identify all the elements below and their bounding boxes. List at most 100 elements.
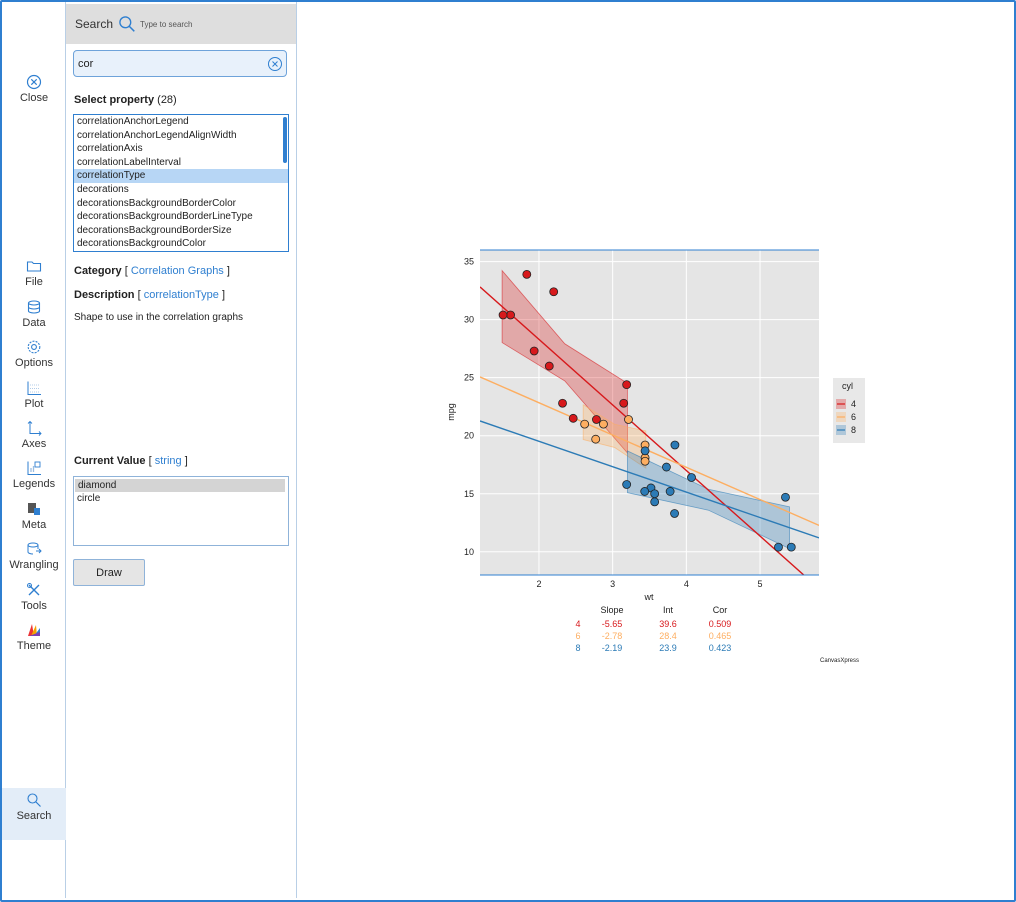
y-tick-label: 30 [464,315,474,325]
description-link[interactable]: correlationType [143,289,219,301]
stats-cell: -2.78 [602,631,623,641]
list-item-selected[interactable]: correlationType [74,169,288,183]
data-points [498,269,796,552]
plot-button[interactable]: Plot [2,380,66,410]
y-axis-label: mpg [446,403,456,421]
legend-icon [27,461,41,475]
legend-label-4: 4 [851,399,856,409]
stats-cell: -5.65 [602,619,623,629]
x-tick-label: 5 [758,579,763,589]
regression-line-8 [480,420,819,539]
y-tick-label: 20 [464,431,474,441]
y-tick-label: 35 [464,257,474,267]
select-property-label: Select property (28) [74,94,177,106]
data-point-6 [591,434,601,444]
close-button[interactable]: Close [2,74,66,104]
y-tick-label: 10 [464,547,474,557]
legend-label-6: 6 [851,412,856,422]
legend-label-8: 8 [851,425,856,435]
list-item[interactable]: decorationsBackgroundBorderLineType [77,211,253,223]
wrangling-button[interactable]: Wrangling [2,541,66,571]
meta-button[interactable]: Meta [2,501,66,531]
category-label: Category [74,265,122,277]
current-value-label: Current Value [74,455,146,467]
stats-table: Slope Int Cor 4 -5.65 39.6 0.509 6 -2.78 28.4 0.46… [575,605,731,653]
x-tick-label: 4 [684,579,689,589]
data-button[interactable]: Data [2,299,66,329]
file-button[interactable]: File [2,258,66,288]
tools-label: Tools [21,600,47,612]
stats-header: Cor [713,605,728,615]
legend: cyl 4 6 8 [833,378,865,443]
meta-label: Meta [21,519,47,531]
stats-cell: 0.509 [709,619,732,629]
panel-hint: Type to search [140,19,193,29]
theme-button[interactable]: Theme [2,622,66,652]
stats-cell: 0.465 [709,631,732,641]
stats-cell: -2.19 [602,643,623,653]
x-tick-label: 3 [610,579,615,589]
scatter-chart: 2 3 4 5 10 15 20 25 30 35 wt mpg cyl 4 6 8 Slope Int… [446,249,865,664]
current-value-type[interactable]: string [154,455,182,467]
property-list-scrollbar[interactable] [283,117,287,163]
data-point-8 [687,473,696,482]
property-search-input[interactable] [73,50,287,77]
data-point-8 [781,492,790,502]
data-point-4 [506,310,515,320]
list-item[interactable]: correlationAnchorLegendAlignWidth [77,129,237,141]
plot-label: Plot [24,398,44,410]
value-item-selected[interactable]: diamond [75,479,285,492]
tools-button[interactable]: Tools [2,582,66,612]
list-item[interactable]: correlationAnchorLegend [77,116,189,127]
data-point-8 [662,462,671,472]
data-point-4 [544,361,554,371]
data-point-8 [665,487,675,496]
property-list[interactable]: correlationAnchorLegend correlationAncho… [73,114,289,252]
data-point-4 [549,287,559,297]
legend-title: cyl [842,381,853,391]
options-button[interactable]: Options [2,339,66,369]
data-point-8 [774,542,783,552]
draw-button[interactable]: Draw [73,559,145,586]
legends-button[interactable]: Legends [2,460,66,490]
tools-icon [27,583,40,596]
select-property-text: Select property [74,94,155,106]
data-point-4 [592,415,601,424]
axes-button[interactable]: Axes [2,420,66,450]
category-link[interactable]: Correlation Graphs [130,265,224,277]
list-item[interactable]: correlationLabelInterval [77,156,181,168]
stats-cell: 39.6 [659,619,677,629]
stats-cell: 23.9 [659,643,677,653]
wrangling-icon [27,542,42,555]
stats-header: Int [663,605,674,615]
plot-area [480,250,819,575]
list-item[interactable]: decorationsBackgroundBorderColor [77,197,236,209]
regression-line-4 [480,286,805,575]
gear-icon [27,340,41,354]
data-point-6 [624,415,633,424]
search-tool-button[interactable]: Search [2,788,66,840]
data-point-4 [522,269,532,279]
axes-icon [27,420,42,436]
file-label: File [25,276,43,288]
data-point-6 [640,456,650,466]
clear-search-icon[interactable] [267,56,283,72]
stats-cell: 28.4 [659,631,677,641]
list-item[interactable]: correlationAxis [77,143,143,155]
stats-header: Slope [600,605,623,615]
list-item[interactable]: decorations [77,183,129,195]
data-point-8 [622,480,632,489]
list-item[interactable]: decorationsBackgroundBorderSize [77,224,232,236]
data-point-8 [650,489,660,499]
list-item[interactable]: decorationsBackgroundColor [77,238,206,250]
value-list[interactable]: diamond circle [73,476,289,546]
data-point-8 [670,440,680,450]
stats-cell: 8 [575,643,580,653]
data-label: Data [22,317,46,329]
value-item[interactable]: circle [77,493,101,504]
search-icon [119,16,135,32]
theme-label: Theme [16,640,52,652]
database-icon [27,300,41,314]
close-circle-icon [26,74,42,90]
properties-panel: Search Type to search Select property (2… [66,2,297,898]
